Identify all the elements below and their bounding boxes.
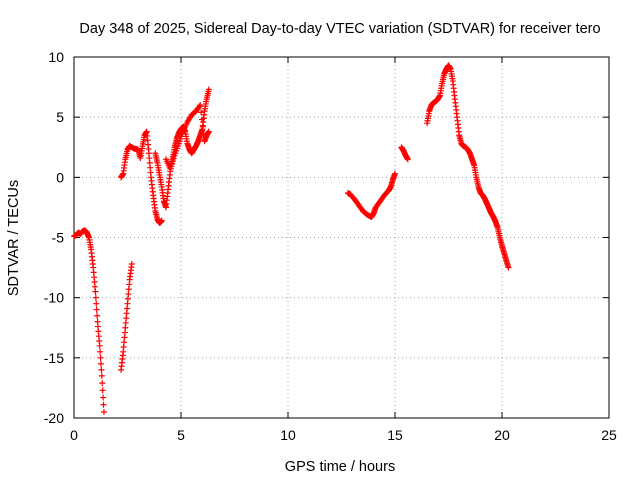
x-tick-label: 20 (494, 427, 510, 443)
data-point (94, 312, 101, 319)
y-tick-label: -10 (44, 290, 64, 306)
data-point (97, 354, 104, 361)
x-tick-label: 25 (601, 427, 617, 443)
y-tick-label: -15 (44, 350, 64, 366)
data-points (71, 62, 512, 415)
x-tick-labels: 0 5 10 15 20 25 (70, 427, 617, 443)
x-tick-label: 0 (70, 427, 78, 443)
data-point (205, 128, 212, 135)
data-point (97, 360, 104, 367)
data-point (93, 300, 100, 307)
data-point (99, 380, 106, 387)
chart-title: Day 348 of 2025, Sidereal Day-to-day VTE… (79, 21, 600, 37)
y-tick-label: 5 (56, 109, 64, 125)
data-point (158, 217, 165, 224)
data-point (96, 342, 103, 349)
x-tick-label: 15 (387, 427, 403, 443)
data-point (199, 123, 206, 130)
y-tick-label: -20 (44, 410, 64, 426)
y-tick-labels: -20 -15 -10 -5 0 5 10 (44, 49, 64, 426)
data-point (93, 306, 100, 313)
x-tick-label: 5 (177, 427, 185, 443)
data-point (167, 165, 174, 172)
data-point (169, 160, 176, 167)
data-point (98, 372, 105, 379)
data-point (100, 394, 107, 401)
x-tick-label: 10 (280, 427, 296, 443)
data-point (169, 157, 176, 164)
data-point (100, 408, 107, 415)
data-point (196, 103, 203, 110)
data-point (392, 170, 398, 177)
y-axis-label: SDTVAR / TECUs (6, 180, 22, 296)
y-tick-label: 10 (48, 49, 64, 65)
data-point (205, 86, 212, 93)
data-point (197, 102, 204, 109)
y-tick-label: -5 (52, 230, 65, 246)
data-point (404, 156, 411, 163)
y-tick-label: 0 (56, 169, 64, 185)
data-point (505, 264, 512, 271)
data-point (100, 401, 107, 408)
grid-lines (74, 57, 609, 418)
data-point (198, 116, 205, 123)
data-point (92, 288, 99, 295)
data-point (198, 109, 205, 116)
data-point (92, 294, 99, 301)
x-axis-label: GPS time / hours (285, 459, 395, 475)
data-point (128, 260, 135, 267)
data-point (170, 155, 177, 162)
data-point (97, 348, 104, 355)
axis-ticks (73, 56, 610, 419)
data-point (98, 366, 105, 373)
data-point (168, 163, 175, 170)
data-point (99, 387, 106, 394)
